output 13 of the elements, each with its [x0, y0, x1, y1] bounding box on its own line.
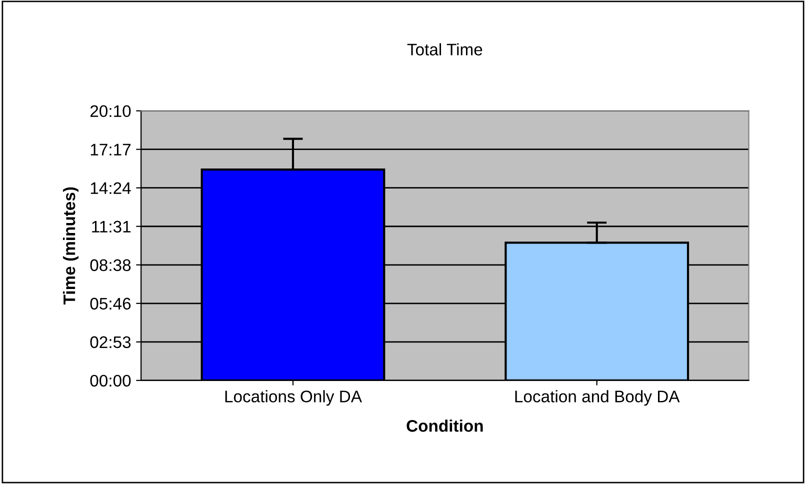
y-tick-label: 17:17: [90, 144, 130, 156]
y-tick-label: 08:38: [90, 259, 131, 272]
y-tick-label: 00:00: [90, 374, 131, 387]
y-tick-label: 02:53: [90, 336, 131, 348]
y-tick-label: 11:31: [92, 220, 131, 233]
y-axis-title: Time (minutes): [62, 187, 79, 305]
x-axis-title: Condition: [406, 420, 483, 432]
chart-title: Total Time: [407, 43, 482, 56]
y-tick-label: 14:24: [90, 182, 131, 194]
y-tick-label: 20:10: [90, 105, 131, 118]
x-tick-label: Locations Only DA: [225, 390, 362, 406]
x-tick-label: Location and Body DA: [515, 390, 680, 406]
y-tick-label: 05:46: [90, 298, 131, 310]
